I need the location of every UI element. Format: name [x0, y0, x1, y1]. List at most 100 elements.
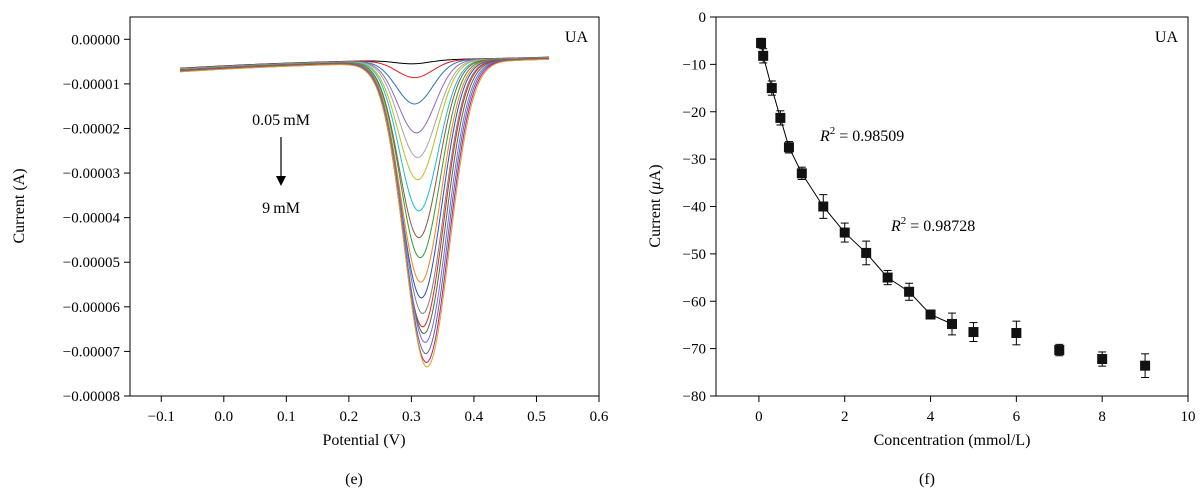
point-marker	[861, 247, 872, 258]
x-tick-label: 0.4	[465, 409, 484, 425]
data-point	[756, 37, 767, 49]
point-marker	[1011, 327, 1022, 338]
point-marker	[947, 318, 957, 329]
point-marker	[796, 168, 807, 179]
data-point	[968, 322, 979, 343]
data-point	[775, 110, 786, 126]
point-marker	[904, 286, 915, 297]
data-point	[1140, 353, 1151, 379]
voltammogram-series	[180, 58, 549, 354]
x-tick-label: 0.3	[402, 409, 421, 425]
data-point	[904, 282, 915, 301]
inset-label: UA	[565, 29, 589, 46]
panel-label: (f)	[919, 471, 935, 488]
voltammogram-series	[180, 58, 549, 334]
x-axis-ticks: −0.1 0.0 0.1 0.2 0.3 0.4 0.5 0.6	[148, 396, 609, 425]
data-point	[839, 222, 850, 243]
fit-lines	[760, 42, 953, 325]
panel-label: (e)	[345, 471, 363, 488]
fit-line	[801, 173, 953, 325]
data-point	[861, 240, 872, 266]
voltammogram-series	[180, 58, 549, 368]
x-axis-title: Potential (V)	[322, 432, 405, 449]
y-tick-label: −60	[683, 294, 706, 310]
point-marker	[818, 201, 829, 212]
point-marker	[775, 112, 786, 123]
data-point	[818, 194, 829, 219]
y-tick-label: −0.00008	[63, 389, 120, 405]
data-point	[882, 269, 893, 286]
concentration-arrowhead	[276, 176, 286, 186]
y-tick-label: −0.00004	[63, 211, 121, 227]
y-tick-label: −0.00006	[63, 300, 121, 316]
point-marker	[968, 327, 979, 338]
data-point	[796, 166, 807, 180]
x-axis-title: Concentration (mmol/L)	[874, 432, 1031, 449]
voltammogram-series	[179, 57, 549, 212]
point-marker	[839, 227, 850, 238]
y-tick-label: −80	[683, 389, 706, 405]
r2-label-high-range: R2 = 0.98728	[890, 215, 975, 235]
point-marker	[783, 142, 794, 153]
point-marker	[1054, 345, 1065, 356]
voltammogram-series	[180, 58, 549, 314]
x-tick-label: 0.1	[277, 409, 296, 425]
x-tick-label: 2	[841, 409, 849, 425]
point-marker	[756, 38, 767, 49]
x-tick-label: 6	[1013, 409, 1021, 425]
y-axis-ticks: 0 −10 −20 −30 −40 −50 −60 −70 −80	[683, 10, 716, 405]
x-tick-label: 0.5	[527, 409, 546, 425]
x-tick-label: 0.0	[214, 409, 233, 425]
point-marker	[758, 50, 769, 61]
y-axis-title: Current (μA)	[647, 164, 664, 247]
y-axis-title: Current (A)	[11, 168, 28, 243]
plot-frame	[129, 16, 600, 397]
y-tick-label: −0.00002	[63, 121, 120, 137]
y-tick-label: −10	[683, 57, 706, 73]
r2-label-low-range: R2 = 0.98509	[819, 125, 904, 145]
voltammogram-series	[180, 58, 549, 344]
y-tick-label: 0.00000	[71, 32, 120, 48]
panel-f-calibration: 0 2 4 6 8 10 0 −10 −20 −30 −40 −50 −60 −70 −80 UA R2 …	[647, 10, 1196, 488]
point-marker	[925, 309, 936, 320]
y-tick-label: −40	[683, 200, 706, 216]
data-point	[1054, 343, 1065, 357]
data-point	[758, 48, 769, 64]
concentration-end-label: 9 mM	[262, 200, 300, 217]
inset-label: UA	[1155, 29, 1179, 46]
x-tick-label: 0.2	[339, 409, 358, 425]
x-tick-label: 0	[755, 409, 763, 425]
voltammogram-series	[179, 57, 549, 181]
x-tick-label: 4	[927, 409, 935, 425]
y-tick-label: −20	[683, 105, 706, 121]
point-marker	[1097, 354, 1108, 365]
voltammogram-series	[179, 57, 549, 239]
x-tick-label: 0.6	[590, 409, 609, 425]
x-tick-label: 10	[1181, 409, 1196, 425]
x-tick-label: −0.1	[148, 409, 175, 425]
data-point	[1011, 320, 1022, 346]
y-tick-label: −0.00007	[63, 344, 121, 360]
point-marker	[1140, 360, 1151, 371]
y-tick-label: −30	[683, 152, 706, 168]
data-point	[766, 80, 777, 96]
x-axis-ticks: 0 2 4 6 8 10	[755, 396, 1196, 425]
y-tick-label: −50	[683, 247, 706, 263]
voltammogram-series	[180, 58, 549, 364]
data-point	[925, 309, 936, 320]
y-tick-label: −0.00001	[63, 77, 120, 93]
point-marker	[882, 272, 893, 283]
y-tick-label: −70	[683, 342, 706, 358]
y-tick-label: 0	[699, 10, 707, 26]
voltammogram-series	[180, 58, 549, 328]
calibration-points	[756, 37, 1151, 379]
voltammogram-series	[180, 57, 549, 283]
data-point	[947, 312, 957, 336]
voltammogram-series	[180, 57, 549, 158]
data-point	[783, 141, 794, 154]
y-tick-label: −0.00003	[63, 166, 120, 182]
voltammogram-series	[179, 57, 549, 259]
y-tick-label: −0.00005	[63, 255, 120, 271]
concentration-start-label: 0.05 mM	[252, 112, 310, 129]
